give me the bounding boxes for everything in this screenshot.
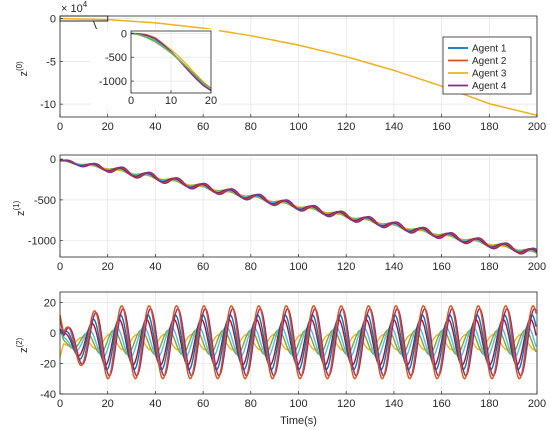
series-line-agent-4 bbox=[130, 32, 212, 92]
x-tick-label: 140 bbox=[385, 261, 403, 273]
inset-plot: 0 10 20 0 -500 -1000 bbox=[91, 28, 219, 109]
panel-z0-ylabel: z(0) bbox=[15, 61, 30, 77]
x-tick-label: 0 bbox=[57, 398, 63, 410]
x-tick-label: 10 bbox=[165, 95, 177, 107]
y-tick-label: -40 bbox=[40, 389, 56, 401]
y-tick-label: 20 bbox=[44, 298, 56, 310]
x-tick-label: 40 bbox=[149, 121, 161, 133]
x-tick-label: 100 bbox=[289, 398, 307, 410]
y-tick-label: -1000 bbox=[99, 76, 127, 88]
legend-label: Agent 3 bbox=[472, 69, 507, 80]
x-tick-label: 140 bbox=[385, 398, 403, 410]
x-tick-label: 40 bbox=[149, 261, 161, 273]
x-tick-label: 100 bbox=[289, 261, 307, 273]
x-tick-label: 200 bbox=[528, 121, 546, 133]
legend-label: Agent 1 bbox=[472, 44, 507, 55]
y-tick-label: -5 bbox=[46, 56, 56, 68]
x-tick-label: 0 bbox=[57, 261, 63, 273]
series-line bbox=[130, 32, 212, 89]
x-tick-label: 120 bbox=[337, 398, 355, 410]
x-tick-label: 20 bbox=[102, 398, 114, 410]
y-tick-label: -500 bbox=[34, 195, 56, 207]
x-tick-label: 160 bbox=[432, 121, 450, 133]
x-tick-label: 80 bbox=[245, 261, 257, 273]
x-tick-label: 200 bbox=[528, 261, 546, 273]
panel-z0-exponent: × 104 bbox=[61, 0, 88, 15]
x-tick-label: 180 bbox=[480, 261, 498, 273]
panel-z2-xlabel: Time(s) bbox=[280, 415, 317, 427]
series-line bbox=[59, 326, 537, 359]
x-tick-label: 120 bbox=[337, 261, 355, 273]
x-tick-label: 0 bbox=[128, 95, 134, 107]
x-tick-label: 80 bbox=[245, 398, 257, 410]
panel-z1-ticks: 0 20 40 60 80 100 120 140 160 180 200 0 -500 -1000 bbox=[28, 154, 546, 273]
legend-label: Agent 2 bbox=[472, 56, 507, 67]
y-tick-label: -1000 bbox=[28, 236, 56, 248]
panel-z1-lines bbox=[59, 159, 538, 255]
y-tick-label: -500 bbox=[105, 52, 127, 64]
x-tick-label: 20 bbox=[102, 121, 114, 133]
x-tick-label: 20 bbox=[102, 261, 114, 273]
x-tick-label: 40 bbox=[149, 398, 161, 410]
y-tick-label: 0 bbox=[50, 154, 56, 166]
series-line-agent-4 bbox=[59, 308, 537, 377]
inset-lines bbox=[130, 32, 212, 92]
x-tick-label: 140 bbox=[385, 121, 403, 133]
zoom-region-box bbox=[59, 15, 109, 22]
series-line-agent-2 bbox=[59, 305, 537, 380]
y-tick-label: 0 bbox=[121, 28, 127, 40]
x-tick-label: 60 bbox=[197, 121, 209, 133]
y-tick-label: -10 bbox=[40, 99, 56, 111]
x-tick-label: 160 bbox=[432, 398, 450, 410]
y-tick-label: -20 bbox=[40, 359, 56, 371]
x-tick-label: 180 bbox=[480, 398, 498, 410]
legend-box bbox=[442, 36, 532, 95]
x-tick-label: 180 bbox=[480, 121, 498, 133]
x-tick-label: 20 bbox=[205, 95, 217, 107]
legend-label: Agent 4 bbox=[472, 81, 507, 92]
x-tick-label: 60 bbox=[197, 261, 209, 273]
inset-ticks: 0 10 20 0 -500 -1000 bbox=[99, 28, 217, 107]
panel-z2-lines bbox=[59, 305, 537, 380]
series-line-agent-4 bbox=[59, 159, 538, 255]
x-tick-label: 160 bbox=[432, 261, 450, 273]
panel-z1: 0 20 40 60 80 100 120 140 160 180 200 0 -500 -1000 z(… bbox=[12, 154, 546, 273]
x-tick-label: 0 bbox=[57, 121, 63, 133]
x-tick-label: 120 bbox=[337, 121, 355, 133]
y-tick-label: 0 bbox=[50, 14, 56, 26]
panel-z2-ylabel: z(2) bbox=[15, 337, 30, 353]
panel-z1-ylabel: z(1) bbox=[12, 200, 27, 216]
x-tick-label: 200 bbox=[528, 398, 546, 410]
x-tick-label: 100 bbox=[289, 121, 307, 133]
x-tick-label: 80 bbox=[245, 121, 257, 133]
x-tick-label: 60 bbox=[197, 398, 209, 410]
y-tick-label: 0 bbox=[50, 328, 56, 340]
